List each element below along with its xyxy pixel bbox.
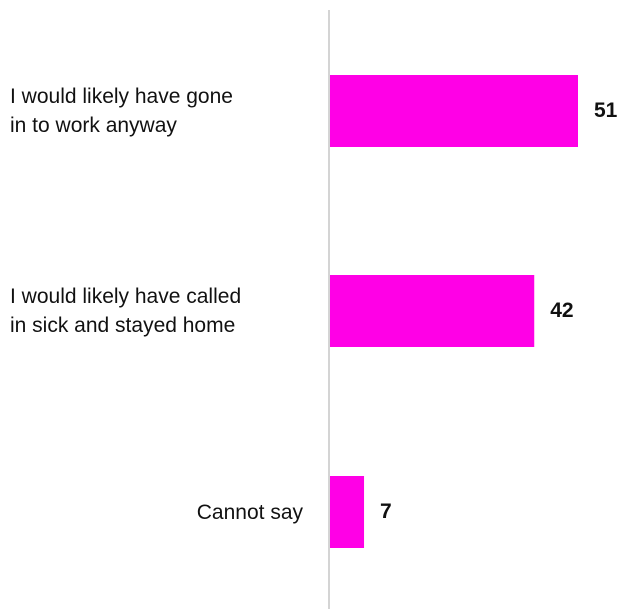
category-label-called-in-sick: I would likely have called in sick and s… — [10, 285, 242, 337]
category-label-cannot-say: Cannot say — [196, 500, 303, 524]
data-label-called-in-sick: 42 — [550, 299, 574, 322]
category-label-work-anyway: I would likely have gone in to work anyw… — [10, 85, 233, 137]
data-label-cannot-say: 7 — [380, 500, 392, 523]
bars-group — [330, 75, 578, 548]
data-label-work-anyway: 51 — [594, 99, 618, 122]
bar-called-in-sick — [330, 275, 535, 347]
bar-cannot-say — [330, 476, 365, 548]
bar-work-anyway — [330, 75, 578, 147]
